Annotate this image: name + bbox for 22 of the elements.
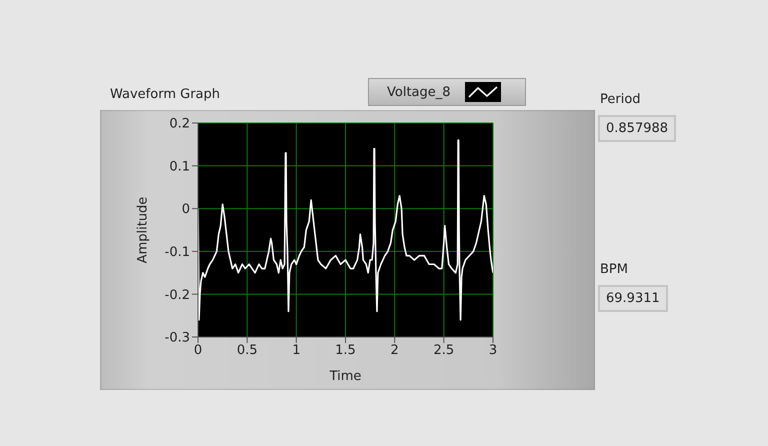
- y-axis-title: Amplitude: [136, 196, 151, 264]
- x-tick-label: 0.5: [236, 343, 258, 358]
- y-tick-label: -0.2: [164, 288, 190, 303]
- y-tick-label: 0.1: [169, 159, 190, 174]
- x-tick-label: 2.5: [433, 343, 454, 358]
- text: BPM: [600, 262, 628, 277]
- text: 69.9311: [598, 285, 668, 312]
- y-tick-label: -0.3: [164, 330, 190, 346]
- chart-title: Waveform Graph: [110, 87, 220, 102]
- x-tick-label: 1: [292, 343, 300, 358]
- y-tick-label: 0: [182, 202, 190, 218]
- x-tick-label: 3: [488, 343, 498, 358]
- legend-label: Voltage_8: [387, 84, 452, 100]
- y-tick-label: 0.2: [169, 116, 190, 132]
- text: Period: [600, 92, 641, 107]
- x-tick-label: 2: [390, 343, 399, 358]
- y-tick-label: -0.1: [164, 245, 190, 260]
- text: 0.857988: [598, 115, 676, 142]
- line-series: [198, 139, 493, 321]
- x-tick-label: 1.5: [335, 343, 356, 358]
- x-tick-label: 0: [194, 343, 202, 358]
- x-axis-title: Time: [328, 369, 362, 384]
